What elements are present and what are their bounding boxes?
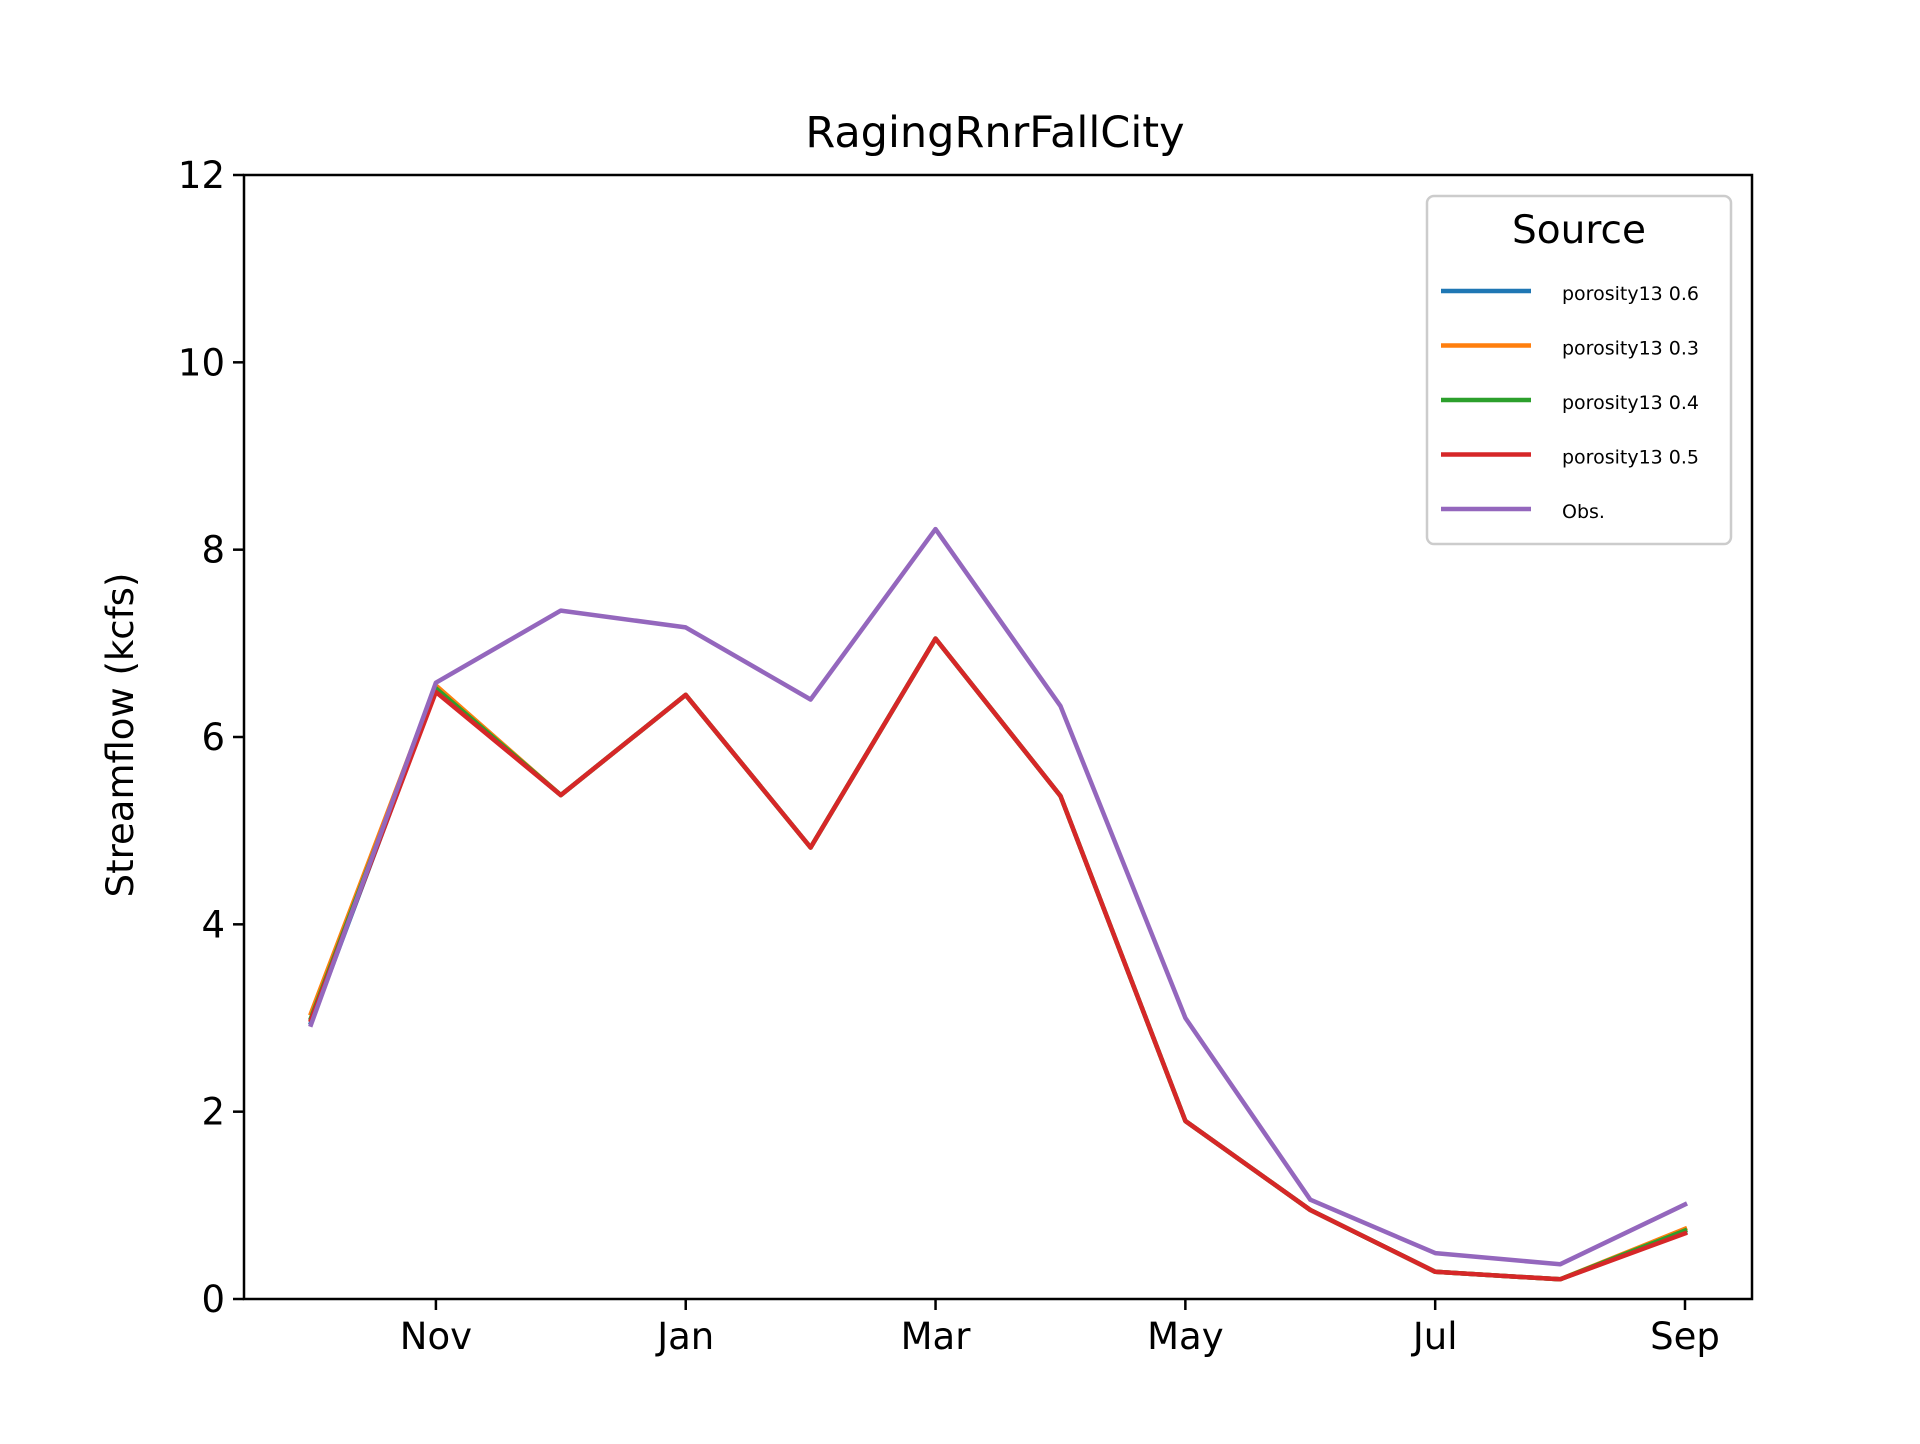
series-layer <box>308 526 1689 1282</box>
x-tick-label: May <box>1147 1315 1224 1358</box>
y-tick-label: 6 <box>201 716 225 759</box>
y-tick-label: 0 <box>201 1278 225 1321</box>
x-tick-label: Mar <box>901 1315 972 1358</box>
chart-title: RagingRnrFallCity <box>805 108 1184 158</box>
y-tick-label: 10 <box>178 341 225 384</box>
x-tick-label: Nov <box>400 1315 472 1358</box>
legend-label-obs: Obs. <box>1562 501 1605 523</box>
plot-area-frame <box>242 173 1754 1301</box>
legend-title: Source <box>1512 208 1646 253</box>
y-axis: 0 2 4 6 8 10 12 <box>178 154 244 1321</box>
legend-label-porosity13-0-6: porosity13 0.6 <box>1562 283 1699 305</box>
y-tick-label: 8 <box>201 529 225 572</box>
y-tick-label: 2 <box>201 1091 225 1134</box>
series-line-obs <box>308 526 1689 1267</box>
series-line-porosity13-0-5 <box>308 636 1688 1282</box>
x-tick-label: Jul <box>1411 1315 1458 1358</box>
x-tick-label: Jan <box>655 1315 714 1358</box>
y-axis-label: Streamflow (kcfs) <box>99 573 142 898</box>
legend-label-porosity13-0-5: porosity13 0.5 <box>1562 447 1699 469</box>
legend-frame <box>1425 194 1733 546</box>
legend-label-porosity13-0-3: porosity13 0.3 <box>1562 338 1699 360</box>
legend-label-porosity13-0-4: porosity13 0.4 <box>1562 392 1699 414</box>
y-tick-label: 12 <box>178 154 225 197</box>
x-tick-label: Sep <box>1650 1315 1720 1358</box>
legend-items: porosity13 0.6 porosity13 0.3 porosity13 0… <box>1441 283 1699 523</box>
y-tick-label: 4 <box>201 903 225 946</box>
x-axis: Nov Jan Mar May Jul Sep <box>400 1299 1720 1358</box>
